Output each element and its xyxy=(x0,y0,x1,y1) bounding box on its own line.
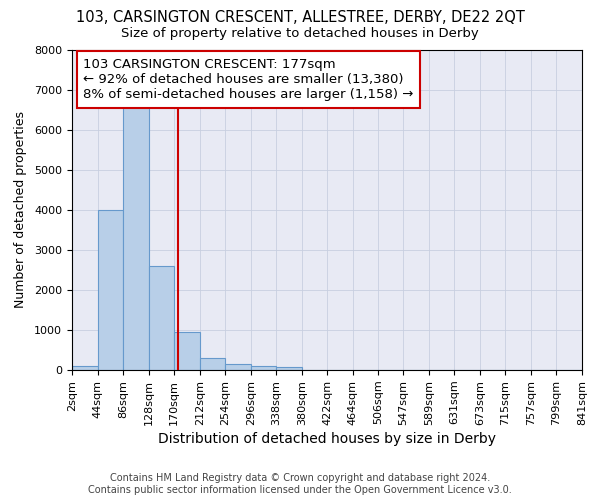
Bar xyxy=(251,366,276,370)
Bar xyxy=(276,367,302,370)
Y-axis label: Number of detached properties: Number of detached properties xyxy=(14,112,27,308)
Bar xyxy=(200,358,225,370)
X-axis label: Distribution of detached houses by size in Derby: Distribution of detached houses by size … xyxy=(158,432,496,446)
Bar xyxy=(123,106,149,370)
Text: 103 CARSINGTON CRESCENT: 177sqm
← 92% of detached houses are smaller (13,380)
8%: 103 CARSINGTON CRESCENT: 177sqm ← 92% of… xyxy=(83,58,413,101)
Bar xyxy=(98,210,123,370)
Bar xyxy=(225,364,251,370)
Bar xyxy=(174,332,200,370)
Text: Size of property relative to detached houses in Derby: Size of property relative to detached ho… xyxy=(121,28,479,40)
Text: 103, CARSINGTON CRESCENT, ALLESTREE, DERBY, DE22 2QT: 103, CARSINGTON CRESCENT, ALLESTREE, DER… xyxy=(76,10,524,25)
Bar xyxy=(149,266,174,370)
Text: Contains HM Land Registry data © Crown copyright and database right 2024.
Contai: Contains HM Land Registry data © Crown c… xyxy=(88,474,512,495)
Bar xyxy=(72,366,98,370)
